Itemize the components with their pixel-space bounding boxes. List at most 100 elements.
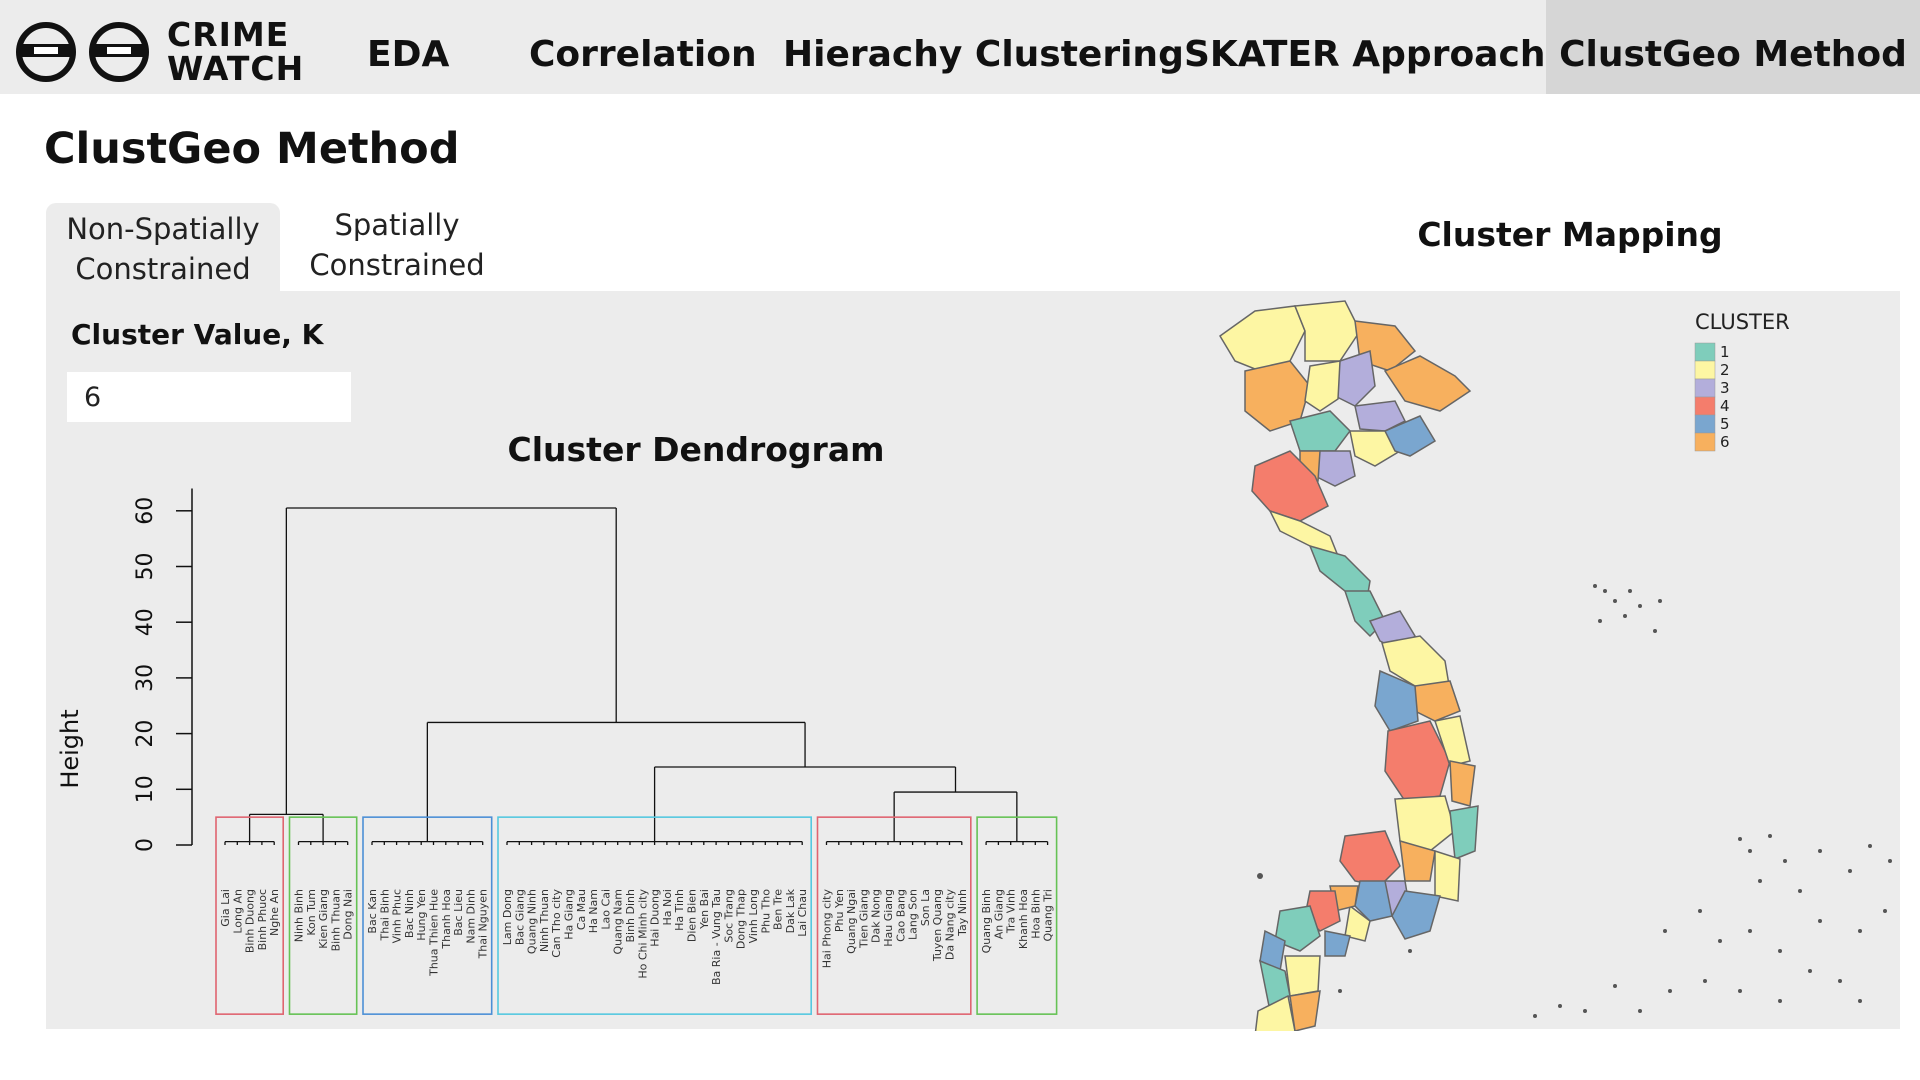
map-region bbox=[1399, 839, 1436, 882]
leaf-label: Da Nang city bbox=[944, 889, 957, 961]
legend-label: 5 bbox=[1720, 415, 1730, 433]
leaf-label: Son La bbox=[919, 889, 932, 926]
legend-swatch bbox=[1694, 414, 1716, 434]
nav-clustgeo-method[interactable]: ClustGeo Method bbox=[1546, 0, 1920, 94]
map-islands bbox=[1257, 584, 1892, 1018]
leaf-label: Dak Lak bbox=[784, 888, 797, 933]
leaf-label: Quang Ngai bbox=[845, 889, 858, 954]
leaf-label: Ninh Binh bbox=[293, 889, 306, 942]
dendrogram-branches bbox=[224, 507, 1049, 845]
legend-label: 6 bbox=[1720, 433, 1730, 451]
leaf-label: Nam Dinh bbox=[464, 889, 477, 944]
leaf-label: Gia Lai bbox=[219, 889, 232, 927]
leaf-label: Thai Nguyen bbox=[477, 889, 490, 959]
leaf-label: Dien Bien bbox=[686, 889, 699, 942]
leaf-label: Soc Trang bbox=[722, 889, 735, 943]
map-region bbox=[1289, 410, 1351, 452]
leaf-label: Vinh Long bbox=[747, 889, 760, 943]
map-region bbox=[1314, 450, 1356, 487]
leaf-label: Hai Phong city bbox=[821, 889, 834, 969]
leaf-label: Thanh Hoa bbox=[440, 889, 453, 950]
y-tick-label: 50 bbox=[133, 553, 158, 581]
leaf-label: Quang Ninh bbox=[526, 889, 539, 954]
leaf-label: Khanh Hoa bbox=[1017, 889, 1030, 949]
legend-swatch bbox=[1694, 396, 1716, 416]
map-region bbox=[1251, 450, 1329, 522]
cluster-box bbox=[497, 816, 813, 1015]
leaf-label: An Giang bbox=[992, 889, 1005, 939]
leaf-label: Ben Tre bbox=[772, 889, 785, 930]
leaf-label: Bac Lieu bbox=[452, 889, 465, 936]
masked-faces-icon bbox=[16, 22, 149, 82]
map-region bbox=[1219, 305, 1306, 372]
leaf-label: Bac Giang bbox=[513, 889, 526, 945]
y-tick-label: 0 bbox=[133, 838, 158, 852]
logo-text: CRIME WATCH bbox=[167, 18, 304, 86]
nav-skater-approach[interactable]: SKATER Approach bbox=[1184, 34, 1546, 75]
logo-line-2: WATCH bbox=[167, 49, 305, 88]
leaf-label: Ha Noi bbox=[661, 889, 674, 926]
leaf-label: Kien Giang bbox=[317, 889, 330, 949]
map-region bbox=[1394, 795, 1456, 852]
cluster-box bbox=[976, 816, 1058, 1015]
leaf-label: Quang Binh bbox=[980, 889, 993, 953]
leaf-label: Ha Giang bbox=[563, 889, 576, 940]
leaf-label: Yen Bai bbox=[698, 889, 711, 930]
leaf-label: Can Tho city bbox=[550, 889, 563, 958]
tab-label-line-1: Spatially bbox=[334, 208, 460, 242]
leaf-label: Binh Dinh bbox=[624, 889, 637, 943]
dendrogram-title: Cluster Dendrogram bbox=[508, 430, 885, 469]
leaf-label: Ca Mau bbox=[575, 889, 588, 930]
leaf-label: Vinh Phuc bbox=[391, 889, 404, 943]
leaf-label: Ha Nam bbox=[587, 889, 600, 933]
tab-non-spatially-constrained[interactable]: Non-Spatially Constrained bbox=[46, 203, 280, 291]
legend-label: 4 bbox=[1720, 397, 1730, 415]
top-navbar: CRIME WATCH EDA Correlation Hierachy Clu… bbox=[0, 0, 1920, 94]
cluster-k-input[interactable] bbox=[67, 372, 351, 422]
tab-label-line-1: Non-Spatially bbox=[66, 212, 260, 246]
leaf-label: Ba Ria - Vung Tau bbox=[710, 889, 723, 985]
logo-line-1: CRIME bbox=[167, 15, 290, 54]
vietnam-map-regions bbox=[1219, 300, 1479, 1031]
nav-hierarchy-clustering[interactable]: Hierachy Clustering bbox=[783, 34, 1184, 75]
leaf-label: Tuyen Quang bbox=[931, 889, 944, 962]
leaf-label: Lam Dong bbox=[501, 889, 514, 945]
leaf-label: Hai Duong bbox=[649, 889, 662, 947]
leaf-label: Quang Tri bbox=[1042, 889, 1055, 942]
crime-watch-logo[interactable] bbox=[14, 18, 304, 88]
legend-swatch bbox=[1694, 342, 1716, 362]
tab-spatially-constrained[interactable]: Spatially Constrained bbox=[280, 203, 514, 291]
map-region bbox=[1289, 990, 1321, 1031]
leaf-label: Lai Chau bbox=[796, 889, 809, 937]
legend-label: 1 bbox=[1720, 343, 1730, 361]
map-region bbox=[1434, 849, 1461, 902]
legend-swatch bbox=[1694, 378, 1716, 398]
map-region bbox=[1254, 994, 1296, 1031]
leaf-label: Lang Son bbox=[907, 889, 920, 940]
leaf-label: Long An bbox=[231, 889, 244, 934]
leaf-label: Thai Binh bbox=[378, 889, 391, 942]
tab-content-panel bbox=[46, 291, 1900, 1029]
leaf-label: Hau Giang bbox=[882, 889, 895, 947]
cluster-mapping-title: Cluster Mapping bbox=[1417, 215, 1723, 254]
leaf-label: Dak Nong bbox=[870, 889, 883, 943]
nav-eda[interactable]: EDA bbox=[367, 34, 450, 75]
cluster-box bbox=[288, 816, 358, 1015]
nav-correlation[interactable]: Correlation bbox=[529, 34, 757, 75]
leaf-label: Nghe An bbox=[268, 889, 281, 936]
leaf-label: Lao Cai bbox=[599, 889, 612, 930]
dendrogram-y-axis-label: Height bbox=[56, 709, 84, 788]
map-region bbox=[1449, 760, 1476, 807]
leaf-label: Dong Nai bbox=[342, 889, 355, 940]
leaf-label: Binh Thuan bbox=[329, 889, 342, 951]
leaf-label: Ho Chi Minh city bbox=[636, 889, 649, 979]
tab-label-line-2: Constrained bbox=[309, 248, 485, 282]
leaf-label: Dong Thap bbox=[735, 889, 748, 949]
map-region bbox=[1449, 805, 1479, 861]
y-tick-label: 10 bbox=[133, 775, 158, 803]
y-tick-label: 60 bbox=[133, 497, 158, 525]
page-title: ClustGeo Method bbox=[44, 124, 460, 174]
map-region bbox=[1284, 955, 1321, 997]
dendrogram-y-axis: 0 10 20 30 40 50 60 bbox=[133, 488, 193, 852]
